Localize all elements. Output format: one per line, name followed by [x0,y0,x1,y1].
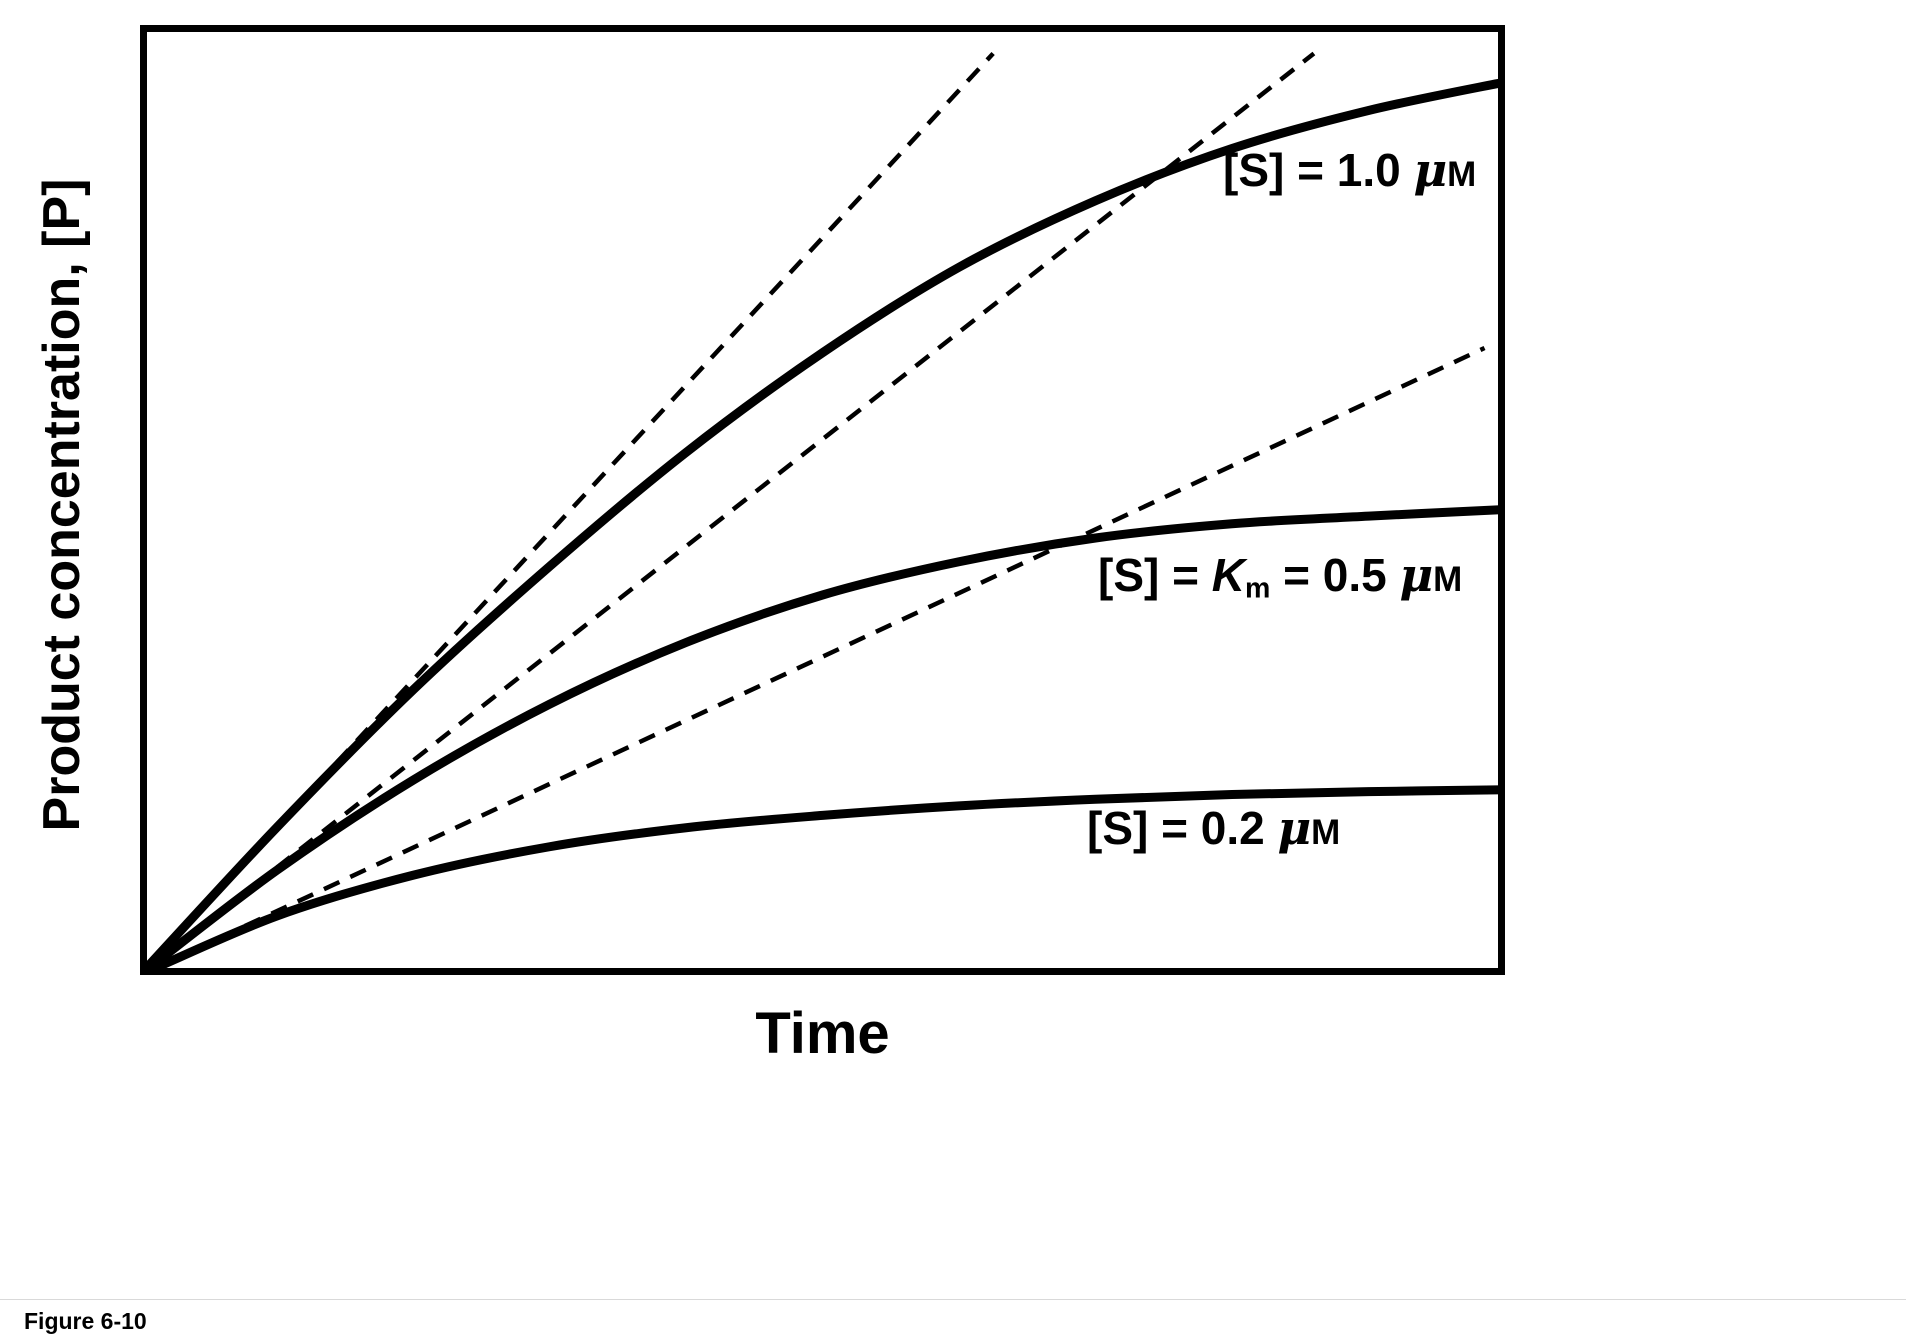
progress-curve-2 [140,785,1505,975]
progress-curve-0 [140,77,1505,975]
mu-symbol: μ [1399,548,1434,602]
curve-label-text: [S] = [1098,549,1212,601]
curve-label-text: [S] = 0.2 [1087,802,1278,854]
molar-unit: M [1311,813,1341,852]
plot-area: [S] = 1.0 μM [S] = Km = 0.5 μM [S] = 0.2… [140,25,1505,975]
curve-label-s-0-2: [S] = 0.2 μM [1087,805,1340,851]
x-axis-label: Time [755,1001,890,1066]
progress-curve-1 [140,505,1505,975]
km-subscript: m [1244,572,1271,605]
curve-label-s-1-0: [S] = 1.0 μM [1223,147,1476,193]
mu-symbol: μ [1413,143,1448,197]
chart-canvas [140,25,1505,975]
initial-rate-tangent-1 [140,51,1316,975]
curve-label-text: [S] = 1.0 [1223,144,1414,196]
y-axis-label: Product concentration, [P] [33,178,91,832]
plot-frame [140,25,1505,975]
mu-symbol: μ [1277,801,1312,855]
page-divider-line [0,1299,1906,1300]
molar-unit: M [1433,560,1463,599]
curve-label-text: = 0.5 [1270,549,1400,601]
km-variable: K [1211,549,1245,601]
figure-caption: Figure 6-10 [24,1308,147,1334]
molar-unit: M [1447,155,1477,194]
curve-label-s-km-0-5: [S] = Km = 0.5 μM [1098,552,1462,603]
initial-rate-tangent-2 [140,345,1486,975]
